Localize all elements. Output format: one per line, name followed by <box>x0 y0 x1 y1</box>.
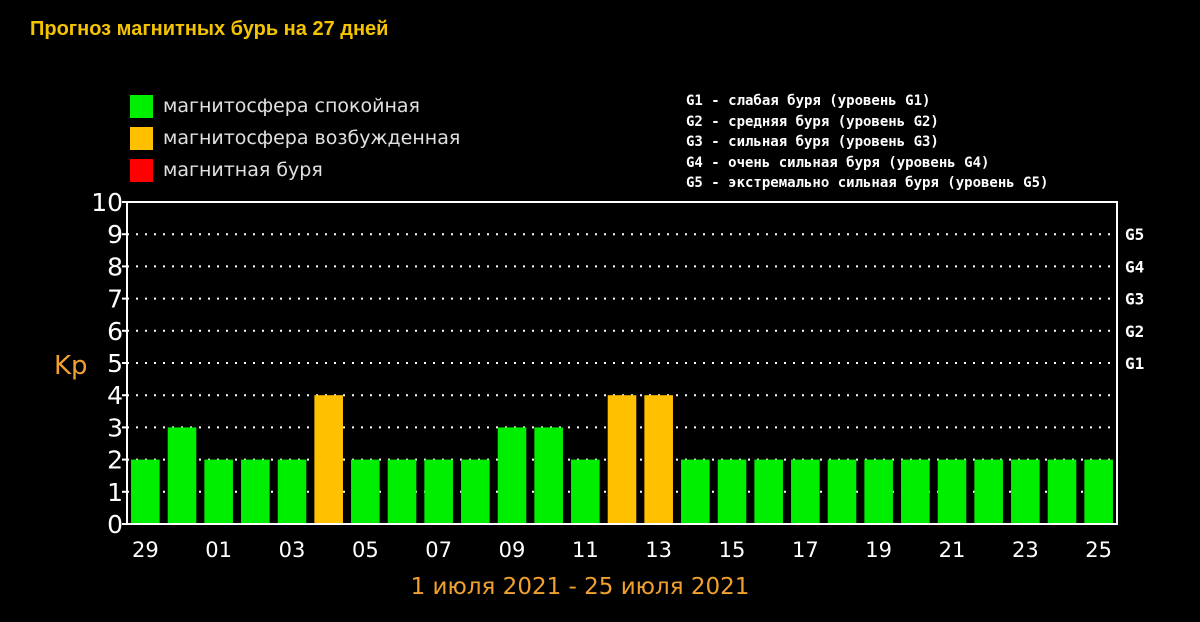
bar-22 <box>974 459 1003 524</box>
bars <box>131 395 1113 524</box>
bar-24 <box>1047 459 1077 524</box>
bar-03 <box>277 459 307 524</box>
bar-09 <box>497 427 527 524</box>
legend-swatch-storm <box>130 158 153 182</box>
bar-16 <box>754 459 783 524</box>
g-tick-label-G3: G3 <box>1125 290 1144 309</box>
bar-23 <box>1011 459 1040 524</box>
x-tick-label-13: 13 <box>645 538 672 562</box>
bar-13 <box>644 395 673 524</box>
legend-swatch-active <box>130 126 153 150</box>
storm-level-legend: G1 - слабая буря (уровень G1) G2 - средн… <box>686 91 1048 194</box>
legend-label-storm: магнитная буря <box>163 159 323 181</box>
g-tick-label-G5: G5 <box>1125 225 1144 244</box>
y-tick-label-7: 7 <box>107 285 123 314</box>
x-tick-label-05: 05 <box>352 538 379 562</box>
g-tick-label-G1: G1 <box>1125 354 1144 373</box>
y-axis-label: Kp <box>54 351 88 381</box>
legend: магнитосфера спокойная магнитосфера возб… <box>130 90 460 186</box>
x-tick-label-17: 17 <box>792 538 819 562</box>
x-tick-label-29: 29 <box>132 538 159 562</box>
bar-02 <box>241 459 270 524</box>
g-level-ticks: G1 G2 G3 G4 G5 <box>1125 225 1144 373</box>
legend-label-quiet: магнитосфера спокойная <box>163 95 420 117</box>
bar-05 <box>351 459 380 524</box>
x-tick-label-15: 15 <box>719 538 746 562</box>
x-tick-label-09: 09 <box>499 538 526 562</box>
y-axis-ticks: 0 1 2 3 4 5 6 7 8 9 10 <box>91 188 127 539</box>
bar-15 <box>717 459 747 524</box>
y-tick-label-6: 6 <box>107 317 123 346</box>
bar-30 <box>167 427 197 524</box>
bar-21 <box>937 459 967 524</box>
storm-level-g1: G1 - слабая буря (уровень G1) <box>686 93 931 109</box>
bar-01 <box>204 459 233 524</box>
y-tick-label-4: 4 <box>107 381 123 410</box>
y-tick-label-8: 8 <box>107 252 123 281</box>
legend-item-storm: магнитная буря <box>130 154 460 186</box>
bar-20 <box>901 459 930 524</box>
x-tick-label-01: 01 <box>205 538 232 562</box>
y-tick-label-0: 0 <box>107 510 123 539</box>
x-axis-ticks: 29 01 03 05 07 09 11 13 15 17 19 21 23 25 <box>132 538 1112 562</box>
x-tick-label-03: 03 <box>279 538 306 562</box>
y-tick-label-2: 2 <box>107 446 123 475</box>
bar-06 <box>387 459 417 524</box>
x-tick-label-23: 23 <box>1012 538 1039 562</box>
y-tick-label-10: 10 <box>91 188 123 217</box>
page-title: Прогноз магнитных бурь на 27 дней <box>30 18 389 40</box>
x-axis-date-range: 1 июля 2021 - 25 июля 2021 <box>411 574 750 600</box>
x-tick-label-11: 11 <box>572 538 599 562</box>
bar-14 <box>681 459 710 524</box>
x-tick-label-21: 21 <box>939 538 966 562</box>
x-tick-label-25: 25 <box>1085 538 1112 562</box>
bar-10 <box>534 427 563 524</box>
storm-level-g2: G2 - средняя буря (уровень G2) <box>686 113 939 130</box>
legend-item-quiet: магнитосфера спокойная <box>130 90 460 122</box>
bar-08 <box>461 459 490 524</box>
storm-level-g5: G5 - экстремально сильная буря (уровень … <box>686 175 1049 191</box>
legend-swatch-quiet <box>130 94 153 118</box>
y-tick-label-1: 1 <box>107 478 123 507</box>
legend-label-active: магнитосфера возбужденная <box>163 127 461 149</box>
bar-29 <box>131 459 160 524</box>
bar-17 <box>791 459 820 524</box>
bar-12 <box>607 395 637 524</box>
x-tick-label-07: 07 <box>425 538 452 562</box>
bar-18 <box>827 459 857 524</box>
bar-11 <box>571 459 600 524</box>
legend-item-active: магнитосфера возбужденная <box>130 122 460 154</box>
storm-level-g4: G4 - очень сильная буря (уровень G4) <box>686 154 990 171</box>
bar-25 <box>1084 459 1113 524</box>
g-tick-label-G2: G2 <box>1125 322 1144 341</box>
bar-19 <box>864 459 893 524</box>
y-tick-label-9: 9 <box>107 220 123 249</box>
y-tick-label-5: 5 <box>107 349 123 378</box>
g-tick-label-G4: G4 <box>1125 257 1144 276</box>
y-tick-label-3: 3 <box>107 413 123 442</box>
bar-04 <box>314 395 343 524</box>
storm-level-g3: G3 - сильная буря (уровень G3) <box>686 134 939 150</box>
x-tick-label-19: 19 <box>865 538 892 562</box>
bar-07 <box>424 459 453 524</box>
